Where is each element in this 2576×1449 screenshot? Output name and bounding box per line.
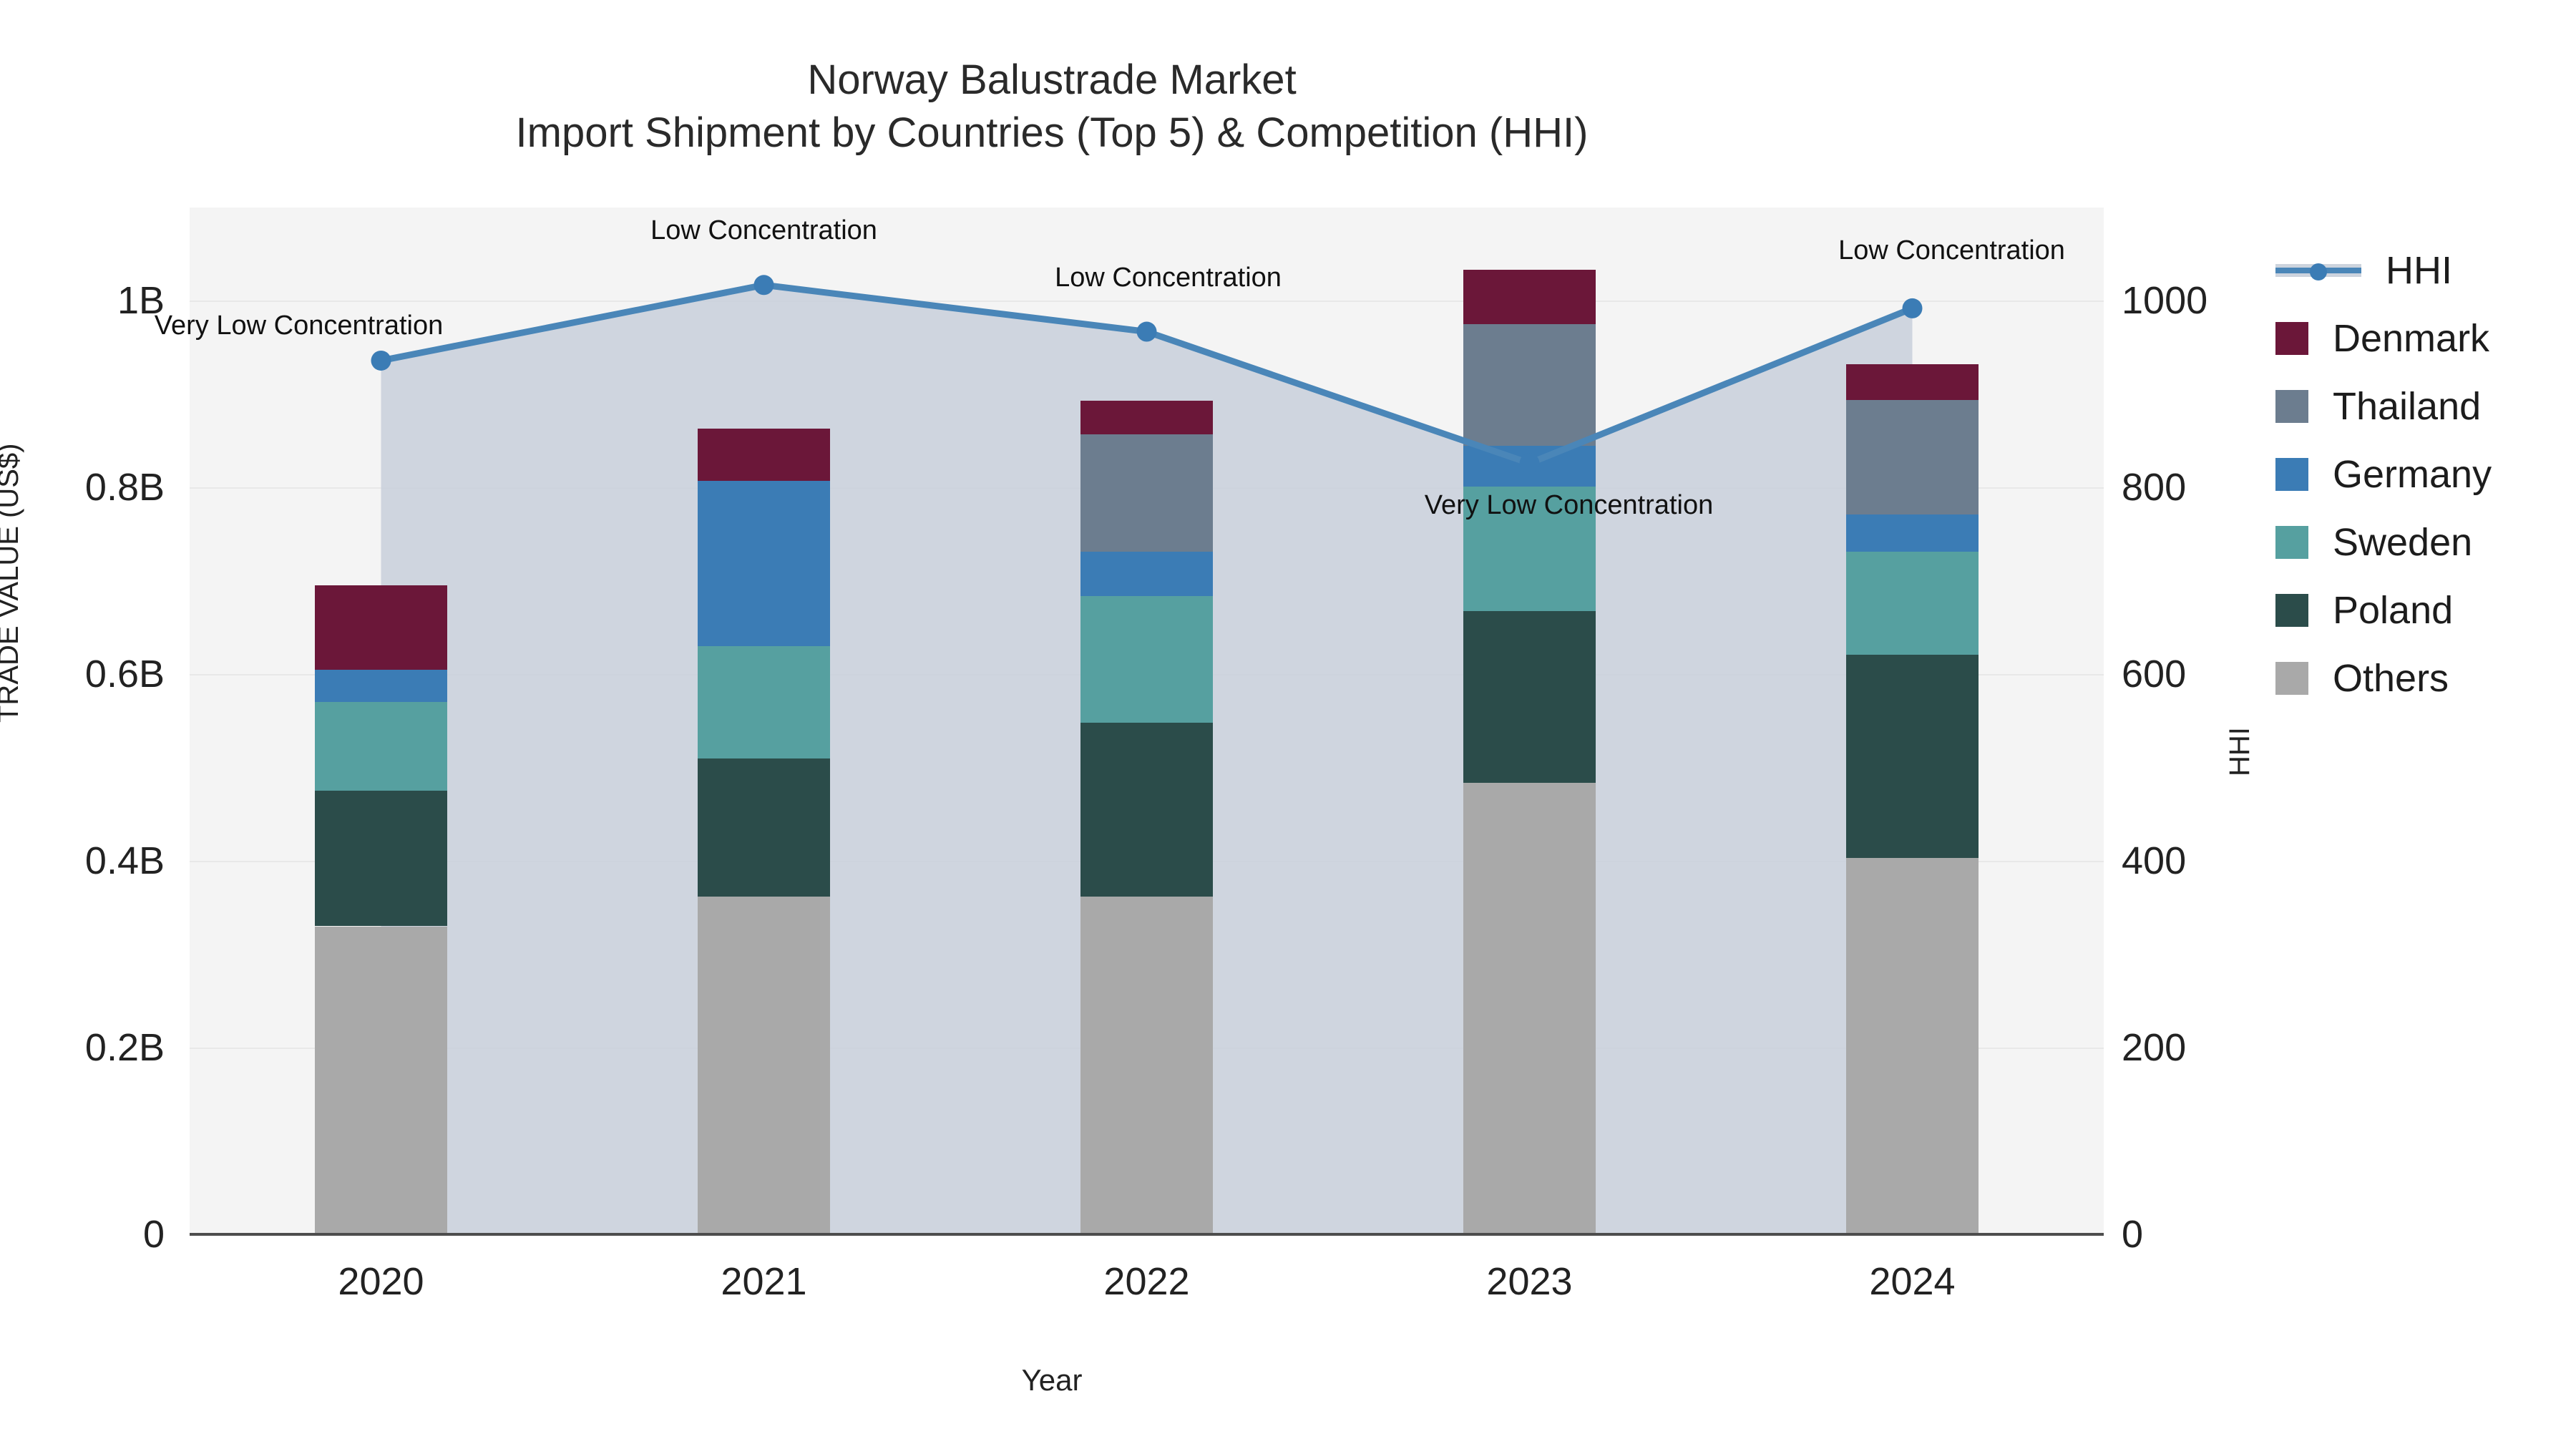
chart-title-line-1: Norway Balustrade Market	[807, 57, 1297, 103]
bar-segment-denmark[interactable]	[1080, 401, 1213, 434]
bar-segment-poland[interactable]	[698, 758, 830, 897]
bar-segment-others[interactable]	[315, 926, 447, 1234]
legend-item-label: Germany	[2333, 452, 2492, 496]
x-axis-tick: 2022	[1103, 1260, 1190, 1303]
legend-item-label: Denmark	[2333, 316, 2490, 360]
y-axis-left-tick: 0.8B	[84, 466, 165, 509]
bar-segment-denmark[interactable]	[315, 585, 447, 670]
bar-segment-poland[interactable]	[315, 791, 447, 927]
x-axis-line	[190, 1233, 2104, 1236]
bar-segment-thailand[interactable]	[1463, 324, 1596, 446]
y-axis-right-tick: 0	[2122, 1213, 2144, 1256]
bar-segment-sweden[interactable]	[698, 646, 830, 758]
bar-segment-sweden[interactable]	[315, 702, 447, 791]
bar-segment-others[interactable]	[1463, 782, 1596, 1234]
hhi-annotation: Low Concentration	[650, 215, 877, 246]
legend-item-label: Poland	[2333, 588, 2454, 632]
x-axis-tick: 2024	[1869, 1260, 1956, 1303]
legend-swatch-icon	[2275, 661, 2308, 695]
x-axis-tick: 2023	[1486, 1260, 1573, 1303]
bar-segment-denmark[interactable]	[698, 429, 830, 482]
legend-line-marker-icon	[2275, 254, 2361, 287]
y-axis-right-tick: 200	[2122, 1026, 2187, 1070]
bar-segment-germany[interactable]	[1463, 445, 1596, 487]
y-axis-right-tick: 800	[2122, 466, 2187, 509]
legend-item-label: Others	[2333, 656, 2449, 700]
x-axis-tick: 2021	[721, 1260, 807, 1303]
legend-item-label: Thailand	[2333, 384, 2482, 428]
hhi-annotation: Low Concentration	[1838, 235, 2065, 265]
hhi-annotation: Very Low Concentration	[154, 310, 444, 341]
legend-swatch-icon	[2275, 389, 2308, 423]
legend: HHI Denmark Thailand Germany Sweden Poland Oth…	[2275, 236, 2492, 712]
bar-segment-germany[interactable]	[1080, 552, 1213, 596]
y-axis-left-tick: 0.6B	[84, 653, 165, 696]
legend-item-label: Sweden	[2333, 520, 2473, 564]
y-axis-right-tick: 1000	[2122, 279, 2208, 323]
bar-segment-poland[interactable]	[1463, 610, 1596, 783]
chart-title: Norway Balustrade Market Import Shipment…	[0, 54, 2104, 160]
x-axis-tick: 2020	[338, 1260, 424, 1303]
bar-segment-denmark[interactable]	[1846, 364, 1979, 400]
bar-segment-others[interactable]	[1080, 896, 1213, 1234]
bar-segment-denmark[interactable]	[1463, 270, 1596, 325]
y-axis-right-tick: 600	[2122, 653, 2187, 696]
y-axis-left-tick: 0	[142, 1213, 165, 1256]
plot-area	[190, 208, 2104, 1236]
bar-segment-sweden[interactable]	[1846, 552, 1979, 655]
bar-segment-sweden[interactable]	[1080, 595, 1213, 723]
bar-segment-poland[interactable]	[1846, 654, 1979, 859]
bar-segment-sweden[interactable]	[1463, 487, 1596, 611]
legend-item-denmark[interactable]: Denmark	[2275, 304, 2492, 372]
x-axis-label: Year	[1021, 1363, 1083, 1397]
bar-segment-others[interactable]	[698, 896, 830, 1234]
y-axis-left-tick: 1B	[117, 279, 165, 323]
legend-item-label: HHI	[2386, 248, 2452, 292]
y-axis-left-tick: 0.2B	[84, 1026, 165, 1070]
bar-segment-germany[interactable]	[698, 481, 830, 647]
legend-item-germany[interactable]: Germany	[2275, 440, 2492, 508]
bar-segment-others[interactable]	[1846, 858, 1979, 1234]
chart-title-line-2: Import Shipment by Countries (Top 5) & C…	[515, 109, 1589, 157]
legend-item-thailand[interactable]: Thailand	[2275, 372, 2492, 440]
bar-segment-thailand[interactable]	[1080, 434, 1213, 552]
bar-segment-thailand[interactable]	[1846, 399, 1979, 515]
legend-swatch-icon	[2275, 457, 2308, 491]
y-axis-right-tick: 400	[2122, 839, 2187, 883]
hhi-annotation: Low Concentration	[1055, 262, 1282, 293]
legend-item-poland[interactable]: Poland	[2275, 576, 2492, 644]
legend-item-sweden[interactable]: Sweden	[2275, 508, 2492, 576]
y-axis-right-label: HHI	[2224, 727, 2255, 776]
hhi-annotation: Very Low Concentration	[1424, 490, 1714, 521]
legend-item-others[interactable]: Others	[2275, 644, 2492, 712]
legend-item-hhi[interactable]: HHI	[2275, 236, 2492, 304]
legend-swatch-icon	[2275, 525, 2308, 559]
bar-segment-germany[interactable]	[1846, 514, 1979, 552]
legend-swatch-icon	[2275, 321, 2308, 355]
y-axis-left-tick: 0.4B	[84, 839, 165, 883]
legend-swatch-icon	[2275, 593, 2308, 627]
bar-segment-poland[interactable]	[1080, 723, 1213, 897]
bar-segment-germany[interactable]	[315, 669, 447, 703]
